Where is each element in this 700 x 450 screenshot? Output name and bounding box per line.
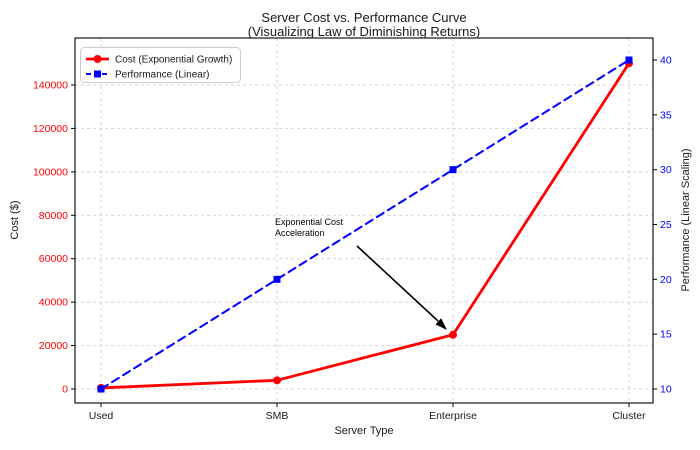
y-tick-label-left: 80000 — [39, 210, 68, 222]
data-point-performance — [97, 385, 105, 393]
y-tick-label-right: 20 — [660, 274, 672, 286]
plot-border — [74, 37, 654, 404]
legend: Cost (Exponential Growth) Performance (L… — [80, 47, 241, 83]
legend-box — [80, 47, 241, 83]
legend-performance-marker — [94, 70, 101, 78]
x-tick-label: Cluster — [612, 410, 646, 422]
x-axis-label: Server Type — [334, 425, 393, 437]
y-tick-label-right: 35 — [660, 109, 672, 121]
annotation-arrow-shaft — [356, 245, 439, 322]
y-tick-label-right: 40 — [660, 55, 672, 67]
series-line-performance — [100, 59, 630, 390]
left-axis-label: Cost ($) — [9, 200, 21, 239]
y-tick-label-right: 10 — [660, 384, 672, 396]
annotation-text-line2: Acceleration — [275, 228, 325, 238]
y-tick-label-left: 100000 — [33, 166, 68, 178]
y-tick-label-right: 25 — [660, 219, 672, 231]
data-point-performance — [625, 56, 633, 64]
data-point-performance — [273, 275, 281, 283]
chart-subtitle: (Visualizing Law of Diminishing Returns) — [248, 24, 480, 39]
y-tick-label-right: 30 — [660, 164, 672, 176]
right-axis-label: Performance (Linear Scaling) — [680, 148, 692, 291]
y-tick-label-left: 40000 — [39, 297, 68, 309]
y-tick-label-left: 140000 — [33, 80, 68, 92]
x-tick-label: Enterprise — [429, 410, 477, 422]
x-tick-label: SMB — [266, 410, 289, 422]
data-point-performance — [449, 166, 457, 174]
series-line-cost — [99, 61, 631, 390]
y-tick-label-right: 15 — [660, 329, 672, 341]
annotation: Exponential Cost Acceleration — [275, 217, 447, 330]
legend-performance-label: Performance (Linear) — [115, 70, 209, 81]
legend-cost-marker — [93, 55, 102, 63]
y-tick-label-left: 0 — [62, 384, 68, 396]
chart-title: Server Cost vs. Performance Curve — [261, 10, 466, 25]
y-tick-label-left: 20000 — [39, 340, 68, 352]
annotation-text-line1: Exponential Cost — [275, 217, 344, 227]
legend-cost-label: Cost (Exponential Growth) — [115, 55, 232, 66]
annotation-arrow-head — [435, 318, 447, 330]
y-tick-label-left: 60000 — [39, 253, 68, 265]
y-tick-label-left: 120000 — [33, 123, 68, 135]
axis-ticks: 0 20000 40000 60000 80000 100000 120000 140000 1… — [33, 55, 672, 423]
gridlines — [75, 38, 653, 403]
x-tick-label: Used — [89, 410, 114, 422]
data-point-cost — [449, 330, 457, 339]
series-lines — [97, 56, 633, 393]
data-point-cost — [273, 376, 281, 385]
